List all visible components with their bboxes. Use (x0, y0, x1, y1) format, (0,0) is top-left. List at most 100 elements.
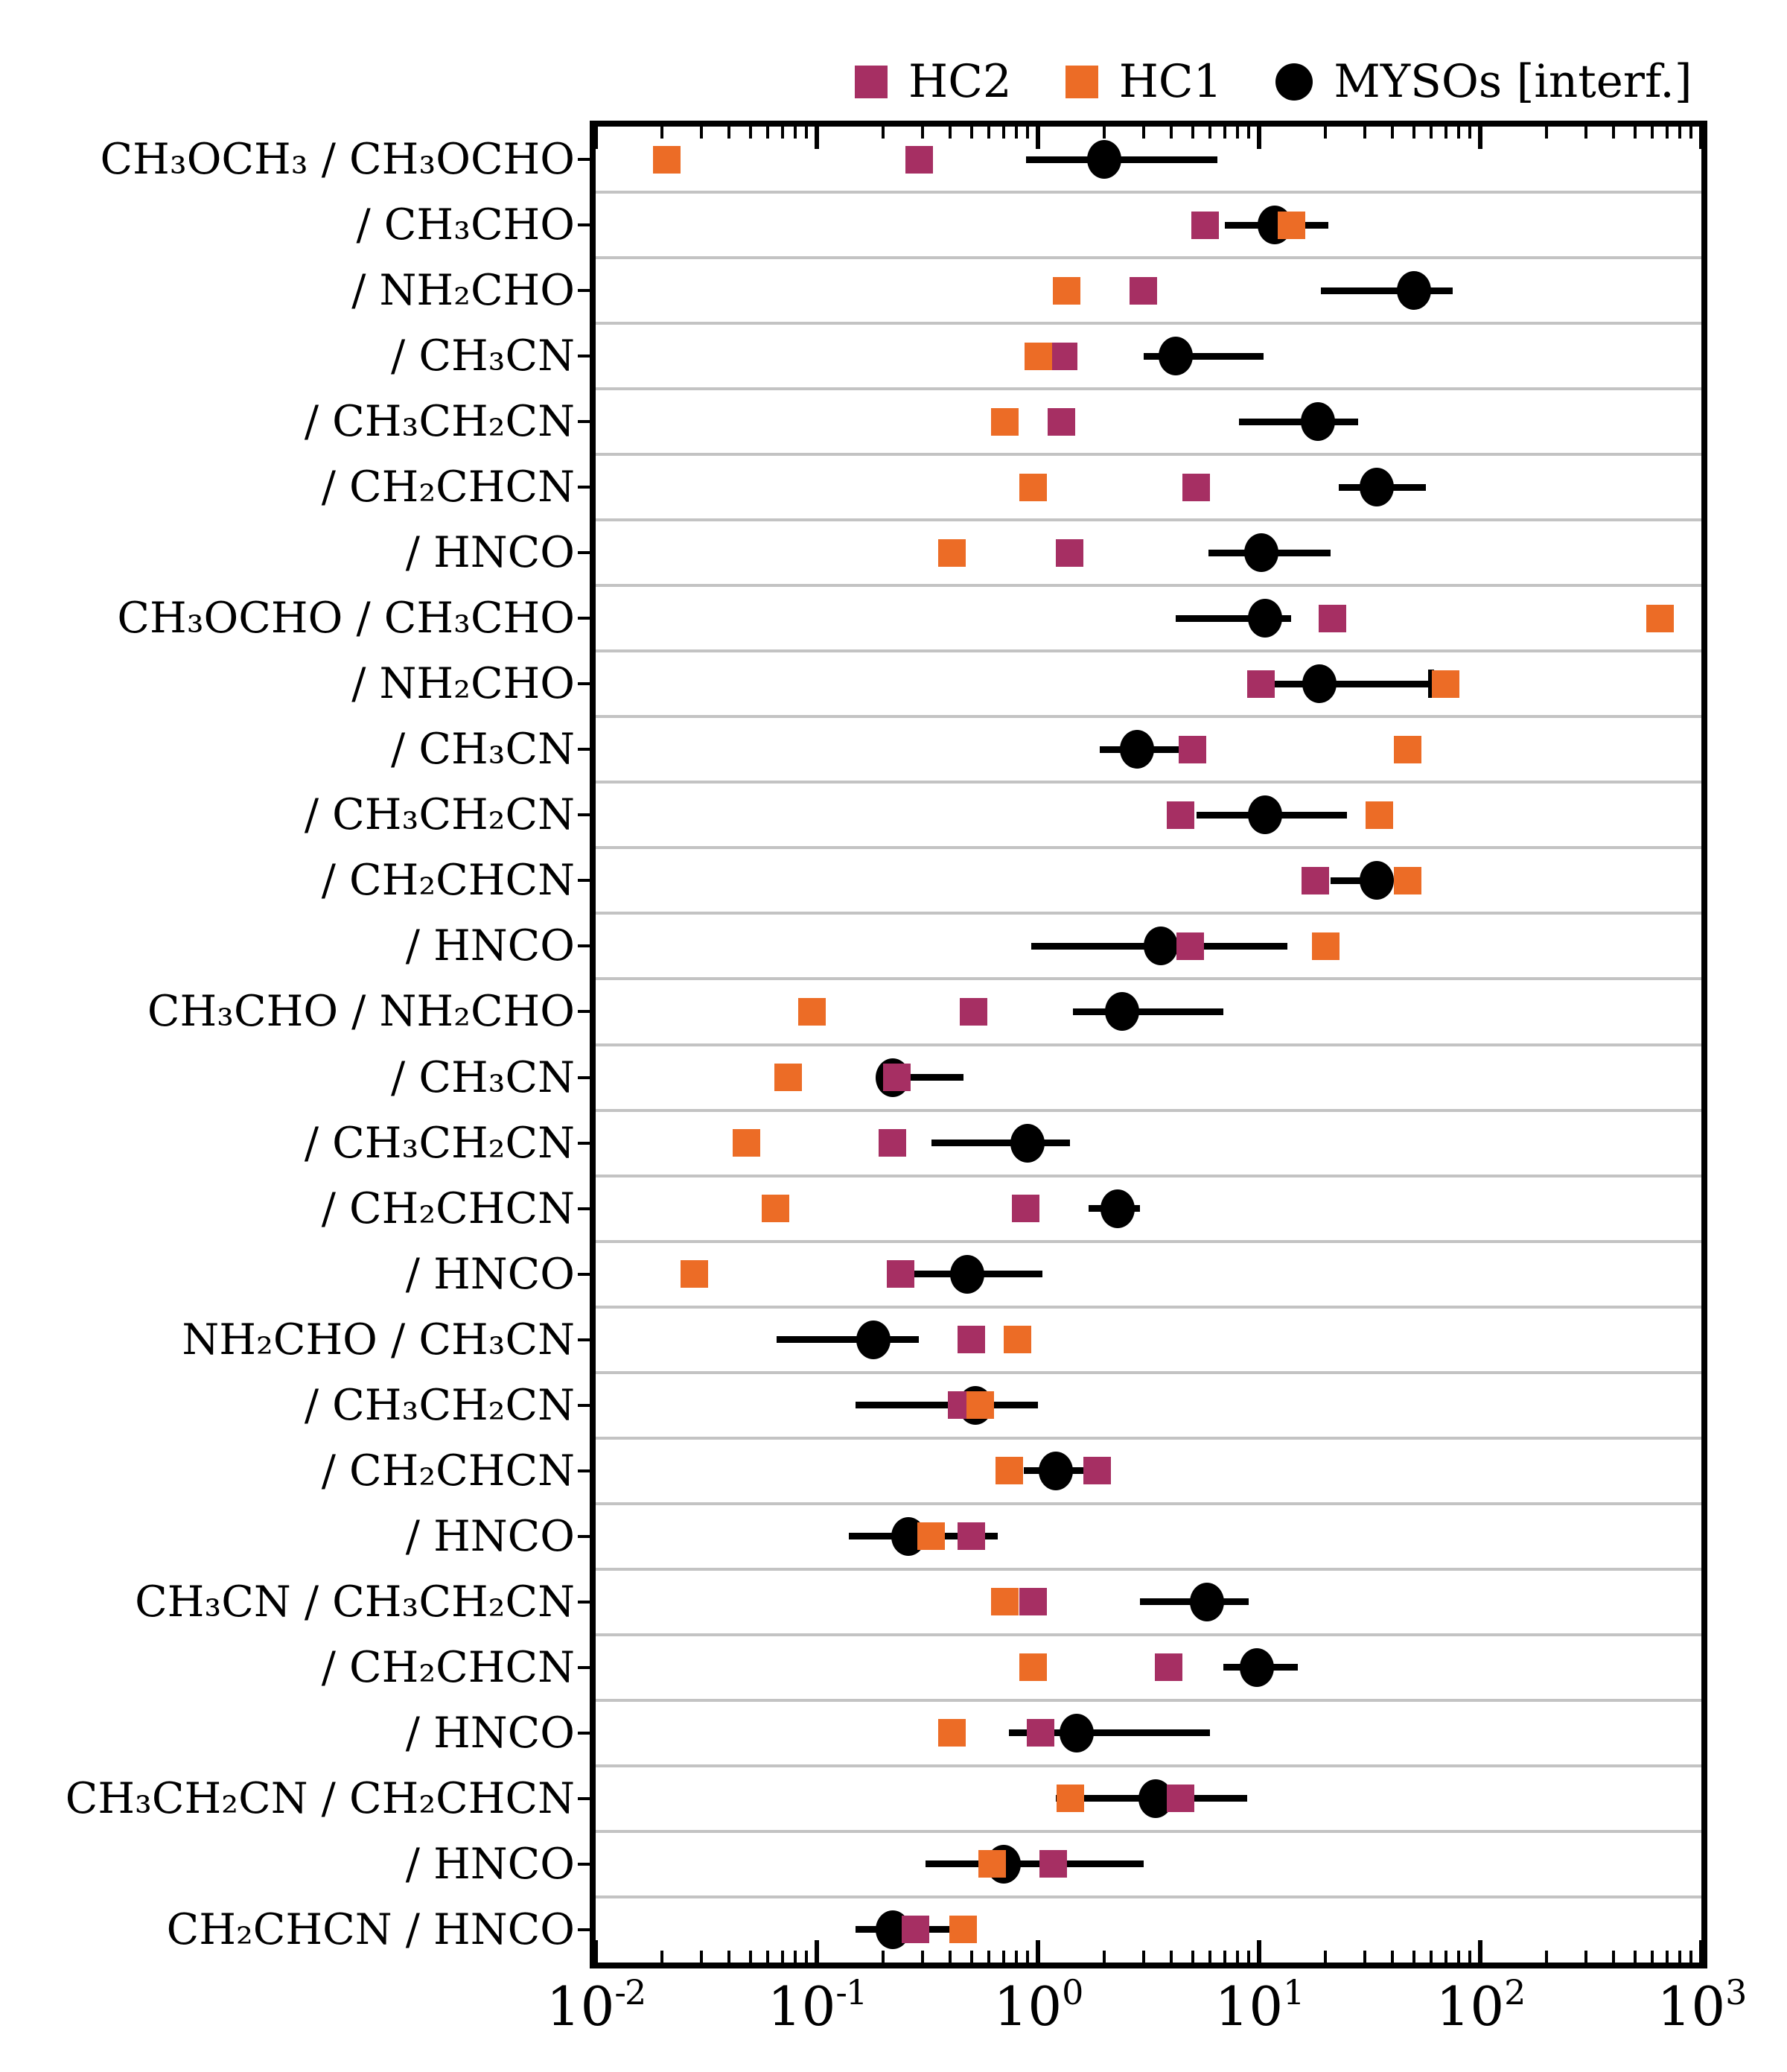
x-major-tick (1699, 1940, 1704, 1963)
y-category-label: / NH₂CHO (351, 266, 575, 316)
x-minor-tick (1468, 1951, 1472, 1963)
x-minor-tick (1633, 127, 1637, 139)
y-category-label: CH₂CHCN / HNCO (166, 1904, 575, 1954)
x-major-tick (1699, 127, 1704, 149)
myso-error-bar (1176, 614, 1292, 622)
x-minor-tick (1103, 127, 1106, 139)
y-category-label: CH₃OCHO / CH₃CHO (117, 594, 575, 643)
x-tick-label: 10-1 (767, 1972, 867, 2038)
data-point-hc1 (761, 1195, 789, 1223)
x-minor-tick (780, 127, 784, 139)
x-minor-tick (1236, 127, 1240, 139)
row-separator-gridline (596, 715, 1701, 719)
row-separator-gridline (596, 1501, 1701, 1505)
x-minor-tick (1208, 1951, 1212, 1963)
data-point-mysos (1301, 402, 1336, 442)
x-tick-label: 101 (1214, 1972, 1305, 2038)
y-row-tick (578, 1731, 590, 1735)
data-point-hc1 (978, 1850, 1006, 1878)
x-minor-tick (1208, 127, 1212, 139)
x-minor-tick (1444, 1951, 1447, 1963)
x-minor-tick (699, 1951, 703, 1963)
y-category-label: / HNCO (405, 1708, 575, 1758)
myso-error-bar (856, 1402, 1038, 1409)
myso-error-bar (1073, 1008, 1224, 1015)
x-major-tick (1036, 1940, 1040, 1963)
x-minor-tick (1412, 127, 1415, 139)
x-minor-tick (1363, 1951, 1366, 1963)
x-minor-tick (1665, 1951, 1669, 1963)
data-point-mysos (950, 1254, 985, 1294)
myso-error-cap (1428, 670, 1435, 699)
myso-error-bar (931, 1140, 1071, 1147)
x-minor-tick (1584, 1951, 1587, 1963)
x-minor-tick (987, 1951, 991, 1963)
x-minor-tick (660, 127, 664, 139)
y-category-label: / HNCO (405, 921, 575, 971)
row-separator-gridline (596, 1239, 1701, 1243)
y-category-label: / CH₃CN (391, 1052, 575, 1102)
data-point-hc2 (1050, 342, 1078, 370)
x-minor-tick (882, 127, 885, 139)
x-minor-tick (1678, 127, 1682, 139)
row-separator-gridline (596, 1305, 1701, 1309)
data-point-hc2 (1055, 538, 1083, 567)
y-row-tick (578, 617, 590, 620)
y-category-label: CH₃CH₂CN / CH₂CHCN (65, 1773, 575, 1823)
row-separator-gridline (596, 256, 1701, 260)
y-row-tick (578, 1272, 590, 1276)
data-point-hc1 (991, 407, 1019, 436)
x-minor-tick (1457, 1951, 1461, 1963)
myso-error-bar (1238, 418, 1358, 425)
x-tick-label: 10-2 (546, 1972, 646, 2038)
row-separator-gridline (596, 1829, 1701, 1833)
x-minor-tick (766, 1951, 770, 1963)
data-point-hc2 (1027, 1719, 1055, 1747)
y-category-label: / CH₂CHCN (321, 463, 575, 512)
row-separator-gridline (596, 1698, 1701, 1702)
x-axis-labels: 10-2 10-1 100 101 102 103 (0, 1975, 1787, 2057)
data-point-hc1 (938, 538, 966, 567)
y-category-label: / CH₃CH₂CN (304, 790, 575, 840)
row-separator-gridline (596, 322, 1701, 325)
data-point-hc1 (1394, 735, 1422, 763)
y-row-tick (578, 1141, 590, 1145)
x-minor-tick (948, 127, 952, 139)
y-category-label: / HNCO (405, 1249, 575, 1299)
data-point-hc2 (958, 1326, 986, 1354)
x-minor-tick (1141, 1951, 1145, 1963)
x-minor-tick (1363, 127, 1366, 139)
x-major-tick (593, 1940, 598, 1963)
data-point-hc1 (732, 1129, 760, 1157)
y-category-label: / CH₃CH₂CN (304, 1380, 575, 1430)
row-separator-gridline (596, 1043, 1701, 1046)
data-point-hc1 (1394, 866, 1422, 894)
x-minor-tick (1430, 1951, 1433, 1963)
legend-item-hc2: HC2 (855, 59, 1012, 104)
y-category-label: / CH₃CHO (356, 200, 575, 250)
x-minor-tick (805, 127, 809, 139)
data-point-hc2 (1039, 1850, 1067, 1878)
x-minor-tick (748, 1951, 752, 1963)
y-category-label: / CH₃CH₂CN (304, 1118, 575, 1168)
x-minor-tick (1026, 127, 1030, 139)
row-separator-gridline (596, 453, 1701, 457)
x-major-tick (1257, 127, 1261, 149)
data-point-hc1 (917, 1522, 946, 1551)
y-category-label: / CH₃CH₂CN (304, 397, 575, 447)
legend-label: MYSOs [interf.] (1334, 55, 1692, 108)
y-category-label: / CH₃CN (391, 331, 575, 381)
y-row-tick (578, 682, 590, 686)
data-point-mysos (1104, 992, 1139, 1032)
data-point-hc1 (1277, 211, 1305, 239)
data-point-hc2 (1191, 211, 1219, 239)
row-separator-gridline (596, 191, 1701, 194)
data-point-hc1 (1311, 932, 1340, 960)
x-major-tick (1257, 1940, 1261, 1963)
x-minor-tick (660, 1951, 664, 1963)
data-point-hc1 (949, 1916, 978, 1944)
x-minor-tick (969, 1951, 973, 1963)
x-minor-tick (1191, 1951, 1194, 1963)
y-category-label: / CH₂CHCN (321, 1642, 575, 1692)
